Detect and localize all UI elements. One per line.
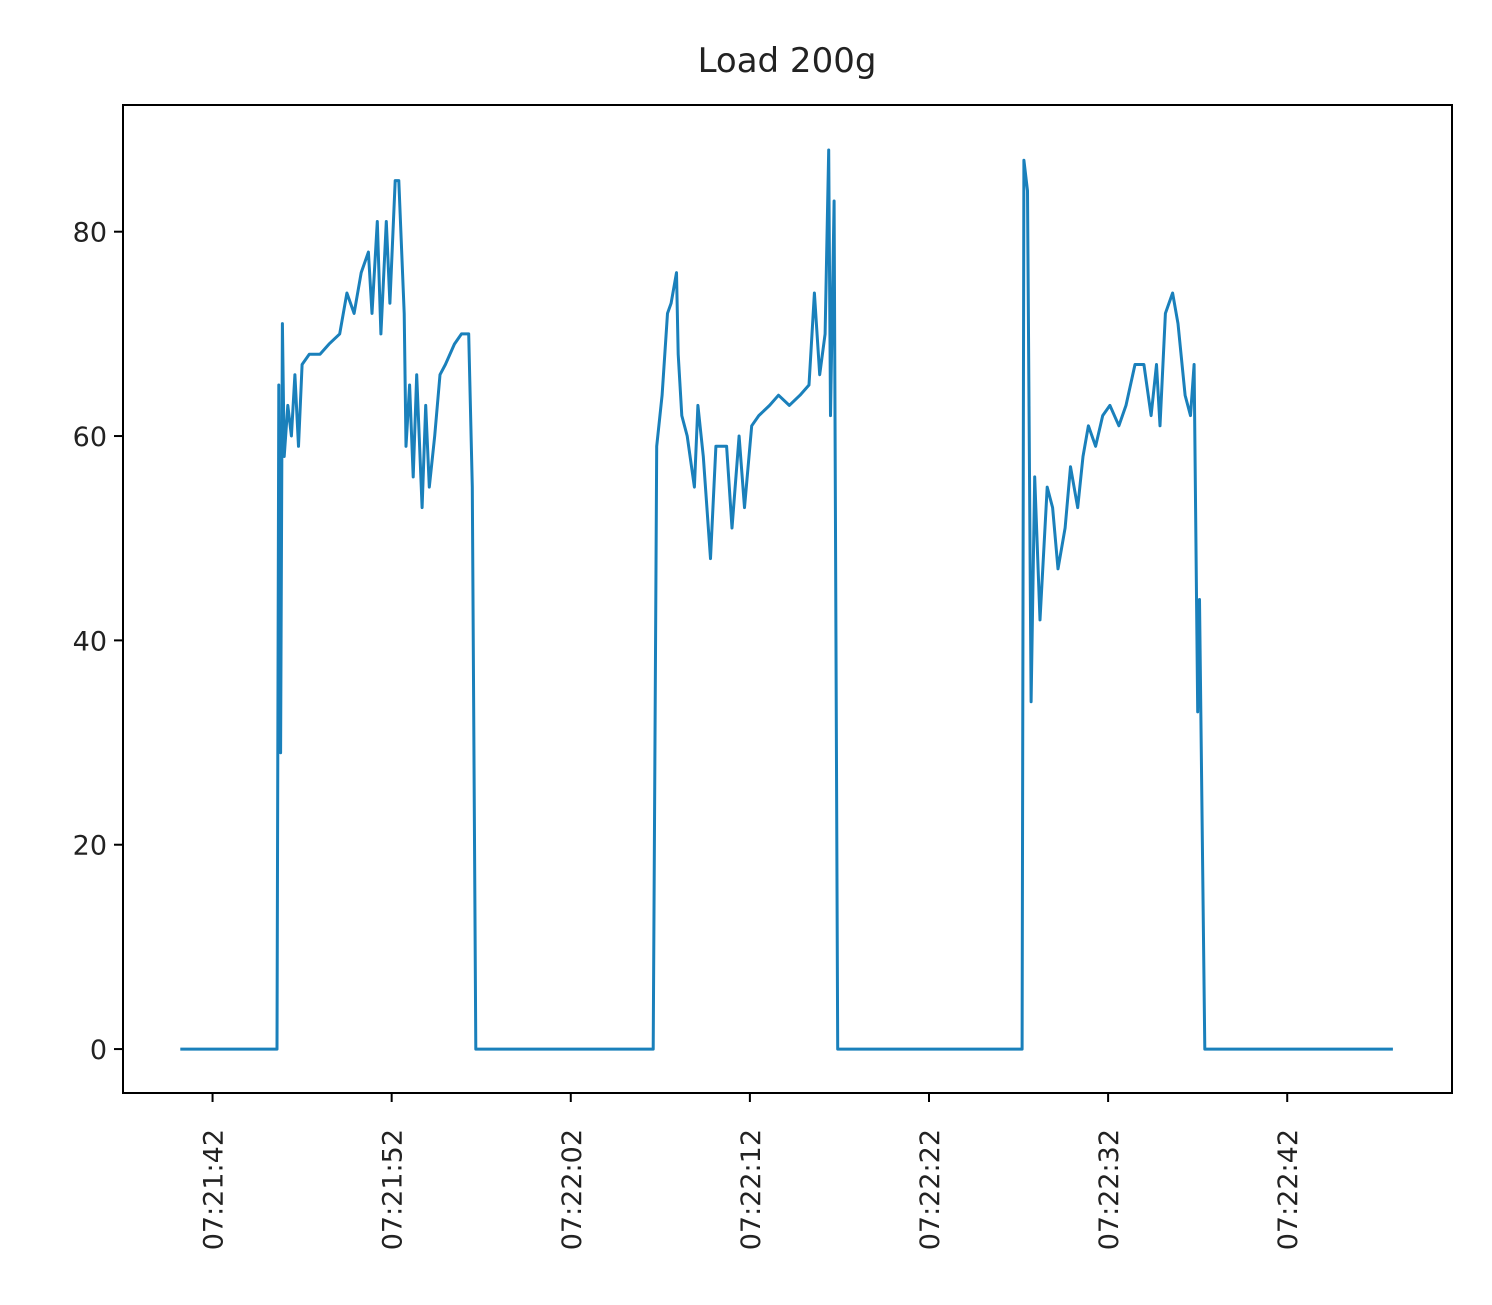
- x-tick-label: 07:22:22: [915, 1129, 946, 1250]
- y-tick-label: 0: [90, 1035, 107, 1066]
- y-tick-label: 20: [73, 831, 107, 862]
- y-tick-label: 80: [73, 218, 107, 249]
- x-tick-label: 07:22:32: [1094, 1129, 1125, 1250]
- x-tick-label: 07:21:52: [378, 1129, 409, 1250]
- x-tick-label: 07:22:42: [1273, 1129, 1304, 1250]
- chart-title: Load 200g: [698, 41, 877, 81]
- x-tick-label: 07:22:02: [557, 1129, 588, 1250]
- x-tick-label: 07:22:12: [736, 1129, 767, 1250]
- y-tick-label: 40: [73, 626, 107, 657]
- y-tick-label: 60: [73, 422, 107, 453]
- data-line: [180, 148, 1393, 1051]
- plot-frame: [122, 104, 1453, 1094]
- x-tick-label: 07:21:42: [199, 1129, 230, 1250]
